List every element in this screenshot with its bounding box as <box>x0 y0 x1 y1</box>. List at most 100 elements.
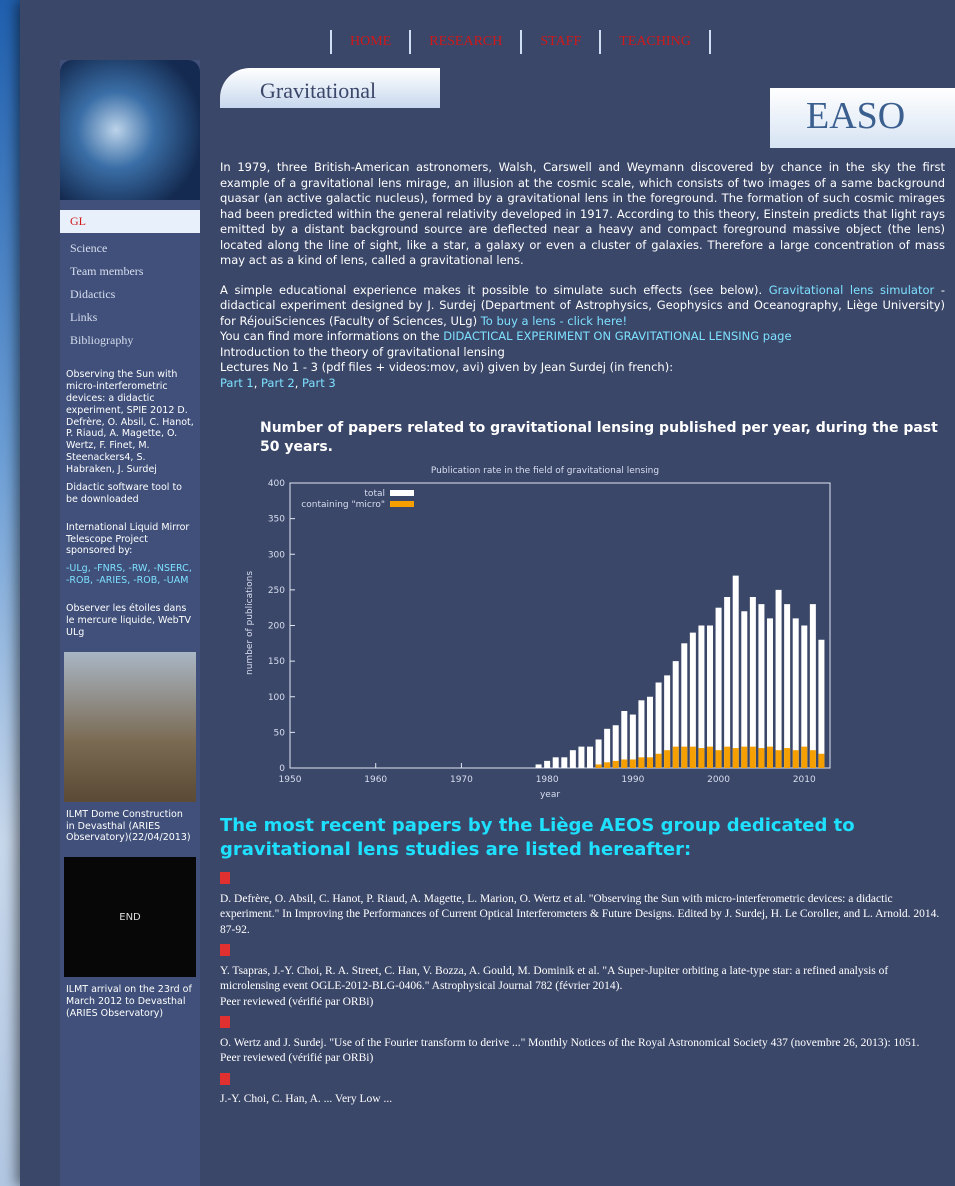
nav-link[interactable]: HOME <box>330 30 409 54</box>
news-item[interactable]: Observer les étoiles dans le mercure liq… <box>66 603 192 638</box>
bar <box>655 753 662 768</box>
paper: Y. Tsapras, J.-Y. Choi, R. A. Street, C.… <box>220 944 945 1010</box>
menu-item[interactable]: Links <box>70 310 98 324</box>
bar <box>587 746 593 768</box>
link[interactable]: Part 2 <box>261 375 295 390</box>
nav: HOME RESEARCH STAFF TEACHING <box>330 30 711 54</box>
link[interactable]: To buy a lens - click here! <box>480 313 628 328</box>
bar <box>689 632 696 768</box>
bar <box>792 750 799 768</box>
bar <box>732 748 739 768</box>
menu-item[interactable]: GL <box>60 210 200 233</box>
text: Lectures No 1 - 3 (pdf files + videos:mo… <box>220 360 674 375</box>
bar <box>561 757 568 768</box>
menu-item[interactable]: Team members <box>70 264 144 278</box>
bar <box>784 748 791 768</box>
bar <box>535 764 542 768</box>
x-tick-label: 2010 <box>793 775 816 785</box>
text: You can find more informations on the <box>220 329 440 344</box>
pdf-icon[interactable] <box>220 872 230 885</box>
paper: D. Defrère, O. Absil, C. Hanot, P. Riaud… <box>220 872 945 938</box>
bar <box>629 714 636 768</box>
bar <box>595 764 602 768</box>
logo: EASO <box>770 88 955 148</box>
y-tick-label: 200 <box>268 622 285 632</box>
link[interactable]: Part 3 <box>302 375 336 390</box>
menu-item[interactable]: Didactics <box>70 287 116 301</box>
paper-text: J.-Y. Choi, C. Han, A. ... Very Low ... <box>220 1093 393 1106</box>
bar <box>638 757 645 768</box>
paper-text: O. Wertz and J. Surdej. "Use of the Four… <box>220 1036 920 1049</box>
nav-link[interactable]: TEACHING <box>599 30 711 54</box>
pdf-icon[interactable] <box>220 1072 230 1085</box>
photo-caption: ILMT Dome Construction in Devasthal (ARI… <box>66 808 191 844</box>
news-item: International Liquid Mirror Telescope Pr… <box>66 521 190 557</box>
paragraph: In 1979, three British-American astronom… <box>220 160 945 268</box>
bar <box>647 757 653 768</box>
chart-heading: Number of papers related to gravitationa… <box>260 420 938 456</box>
text: Introduction to the theory of gravitatio… <box>220 344 505 359</box>
photo <box>64 651 196 802</box>
header-image <box>60 60 200 200</box>
y-tick-label: 400 <box>268 479 285 489</box>
bar <box>698 748 705 768</box>
pdf-icon[interactable] <box>220 944 230 957</box>
x-tick-label: 1960 <box>364 775 387 785</box>
bar <box>707 625 713 768</box>
bar <box>569 750 576 768</box>
bar <box>681 746 688 768</box>
link[interactable]: Part 1 <box>220 375 254 390</box>
bar <box>604 762 611 768</box>
bar <box>689 746 696 768</box>
main-content: In 1979, three British-American astronom… <box>220 160 945 1114</box>
paragraph: A simple educational experience makes it… <box>220 282 945 390</box>
y-tick-label: 250 <box>268 586 285 596</box>
paper-text: D. Defrère, O. Absil, C. Hanot, P. Riaud… <box>220 892 940 936</box>
bar <box>732 575 739 768</box>
bar <box>775 750 782 768</box>
text: - didactical experiment designed by J. S… <box>220 282 945 328</box>
bar <box>758 748 765 768</box>
legend-swatch <box>390 490 414 496</box>
nav-link[interactable]: RESEARCH <box>409 30 520 54</box>
x-tick-label: 1950 <box>279 775 302 785</box>
bar <box>681 643 688 768</box>
bar <box>664 675 671 768</box>
pdf-icon[interactable] <box>220 1016 230 1029</box>
paper-text: Y. Tsapras, J.-Y. Choi, R. A. Street, C.… <box>220 964 889 993</box>
bar <box>784 604 791 768</box>
news-item[interactable]: Observing the Sun with micro-interferome… <box>66 369 194 475</box>
bar <box>655 682 662 768</box>
link[interactable]: Gravitational lens simulator <box>768 282 935 297</box>
chart-title: Publication rate in the field of gravita… <box>431 466 659 476</box>
bar <box>621 759 628 768</box>
bar <box>724 746 731 768</box>
y-tick-label: 300 <box>268 550 285 560</box>
bar <box>698 625 705 768</box>
y-axis-label: number of publications <box>245 571 255 675</box>
paper-note: Peer reviewed (vérifié par ORBi) <box>220 995 374 1008</box>
bar <box>604 728 611 768</box>
video-label: END <box>119 911 141 923</box>
plot-frame <box>289 482 831 769</box>
chart: Publication rate in the field of gravita… <box>245 466 831 800</box>
papers-heading: The most recent papers by the Liège AEOS… <box>220 814 855 860</box>
bar <box>612 760 619 768</box>
video[interactable]: END <box>64 857 196 978</box>
bar <box>741 611 748 768</box>
bar <box>775 589 782 768</box>
bar <box>621 711 628 768</box>
bar <box>647 696 653 768</box>
bar <box>612 725 619 768</box>
bar <box>578 746 585 768</box>
menu-item[interactable]: Science <box>70 241 108 255</box>
sponsor-links[interactable]: -ULg, -FNRS, -RW, -NSERC, -ROB, -ARIES, … <box>66 563 192 587</box>
y-tick-label: 50 <box>274 728 286 738</box>
video-caption: ILMT arrival on the 23rd of March 2012 t… <box>66 984 192 1019</box>
news-item[interactable]: Didactic software tool to be downloaded <box>66 481 182 505</box>
link[interactable]: DIDACTICAL EXPERIMENT ON GRAVITATIONAL L… <box>443 329 792 344</box>
sidebar: GL Science Team members Didactics Links … <box>60 60 200 1186</box>
nav-link[interactable]: STAFF <box>520 30 599 54</box>
menu-item[interactable]: Bibliography <box>70 333 134 347</box>
